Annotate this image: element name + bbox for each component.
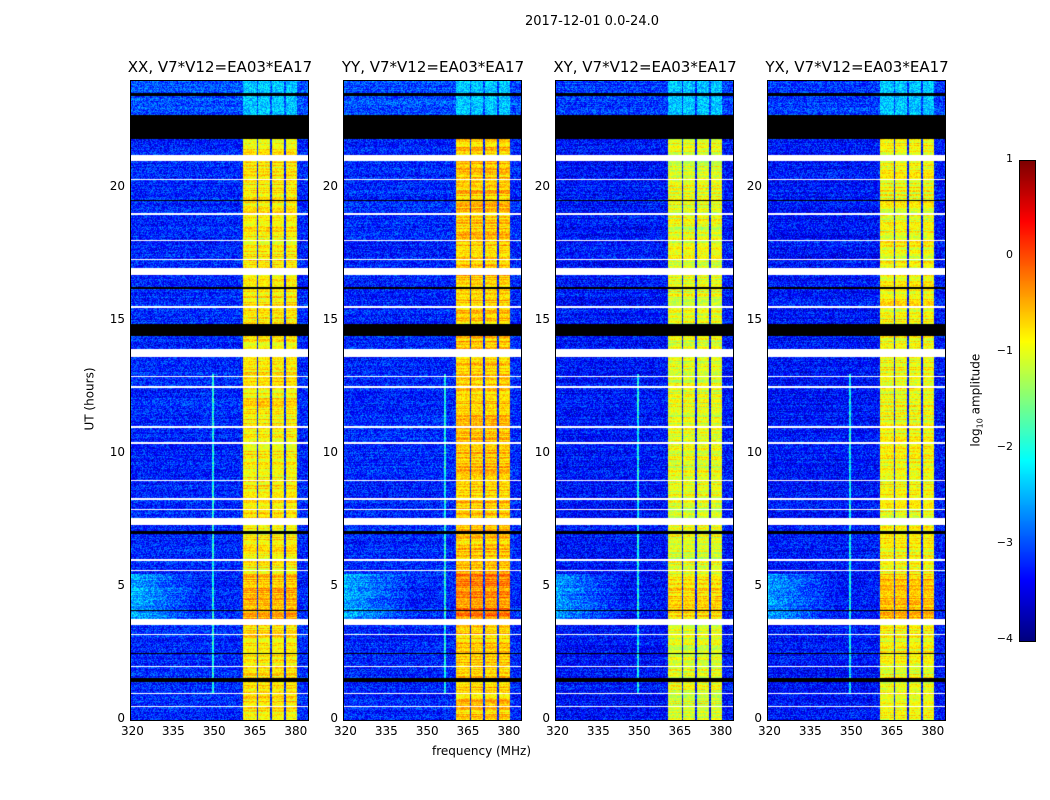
colorbar-label: log10 amplitude	[968, 354, 984, 447]
x-tick-label: 365	[880, 724, 904, 738]
panel-title: XX, V7*V12=EA03*EA17	[127, 58, 313, 76]
x-tick-label: 380	[284, 724, 308, 738]
y-tick-label: 20	[534, 178, 550, 193]
x-tick-label: 350	[202, 724, 226, 738]
x-tick-label: 350	[415, 724, 439, 738]
colorbar-tick-label: −1	[996, 344, 1013, 357]
y-tick-label: 5	[754, 577, 762, 592]
y-tick-label: 15	[109, 311, 125, 326]
y-tick-label: 15	[534, 311, 550, 326]
y-tick-label: 20	[109, 178, 125, 193]
y-tick-label: 0	[117, 711, 125, 725]
x-tick-label: 350	[839, 724, 863, 738]
y-tick-label: 15	[322, 311, 338, 326]
x-tick-label: 380	[709, 724, 733, 738]
x-axis-label: frequency (MHz)	[432, 744, 532, 758]
spectrogram-panel	[767, 80, 946, 721]
colorbar	[1019, 160, 1036, 642]
y-axis-label: UT (hours)	[82, 367, 97, 431]
colorbar-tick-label: −2	[996, 440, 1013, 453]
colorbar-tick-label: −3	[996, 536, 1013, 549]
y-tick-label: 20	[746, 178, 762, 193]
colorbar-tick-label: −4	[996, 632, 1013, 645]
y-tick-label: 10	[322, 444, 338, 459]
x-tick-label: 320	[121, 724, 144, 738]
y-tick-label: 0	[542, 711, 550, 725]
y-tick-label: 5	[330, 577, 338, 592]
x-tick-label: 335	[161, 724, 185, 738]
colorbar-label-sub: 10	[975, 418, 985, 429]
spectrogram-image	[131, 81, 308, 720]
y-tick-label: 5	[117, 577, 125, 592]
panel-title: XY, V7*V12=EA03*EA17	[553, 58, 737, 76]
spectrogram-panel	[130, 80, 309, 721]
x-tick-label: 335	[374, 724, 398, 738]
x-tick-label: 335	[586, 724, 610, 738]
spectrogram-panel	[343, 80, 522, 721]
spectrogram-image	[556, 81, 733, 720]
x-tick-label: 380	[497, 724, 521, 738]
x-tick-label: 335	[798, 724, 822, 738]
panel-title: YY, V7*V12=EA03*EA17	[341, 58, 525, 76]
spectrogram-image	[768, 81, 945, 720]
x-tick-label: 350	[627, 724, 651, 738]
x-tick-label: 320	[546, 724, 569, 738]
x-tick-label: 365	[668, 724, 692, 738]
y-tick-label: 10	[746, 444, 762, 459]
colorbar-tick-label: 0	[1006, 248, 1013, 261]
colorbar-label-log: log	[968, 428, 983, 447]
x-tick-label: 380	[921, 724, 945, 738]
spectrogram-panel	[555, 80, 734, 721]
y-tick-label: 10	[109, 444, 125, 459]
x-tick-label: 365	[243, 724, 267, 738]
y-tick-label: 0	[754, 711, 762, 725]
panel-title: YX, V7*V12=EA03*EA17	[765, 58, 949, 76]
y-tick-label: 5	[542, 577, 550, 592]
x-tick-label: 365	[456, 724, 480, 738]
x-tick-label: 320	[334, 724, 357, 738]
figure-title: 2017-12-01 0.0-24.0	[525, 14, 659, 29]
x-tick-label: 320	[758, 724, 781, 738]
y-tick-label: 20	[322, 178, 338, 193]
y-tick-label: 10	[534, 444, 550, 459]
colorbar-label-rest: amplitude	[968, 353, 983, 419]
y-tick-label: 0	[330, 711, 338, 725]
colorbar-tick-label: 1	[1006, 152, 1013, 165]
y-tick-label: 15	[746, 311, 762, 326]
spectrogram-image	[344, 81, 521, 720]
